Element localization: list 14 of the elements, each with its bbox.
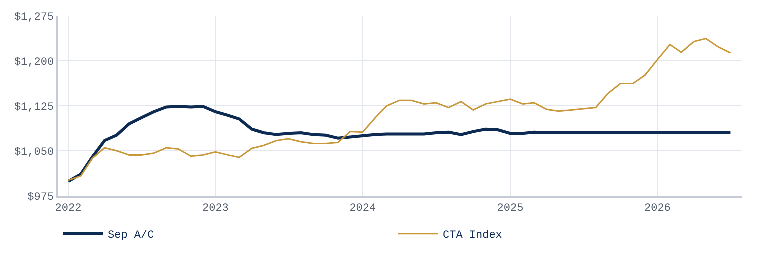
line-series bbox=[68, 38, 732, 182]
y-tick-label: $1,050 bbox=[14, 146, 54, 159]
x-tick-label: 2024 bbox=[350, 202, 376, 215]
x-tick-label: 2025 bbox=[497, 202, 524, 215]
legend-label: CTA Index bbox=[443, 230, 503, 242]
x-tick-label: 2022 bbox=[55, 202, 82, 215]
y-tick-label: $1,125 bbox=[14, 102, 54, 114]
y-tick-label: $1,200 bbox=[14, 56, 54, 69]
x-tick-label: 2026 bbox=[644, 202, 671, 215]
y-tick-label: $1,275 bbox=[14, 12, 54, 24]
legend-label: Sep A/C bbox=[108, 230, 155, 242]
line-series bbox=[66, 105, 732, 184]
y-tick-label: $975 bbox=[28, 192, 54, 204]
x-tick-label: 2023 bbox=[202, 202, 229, 215]
